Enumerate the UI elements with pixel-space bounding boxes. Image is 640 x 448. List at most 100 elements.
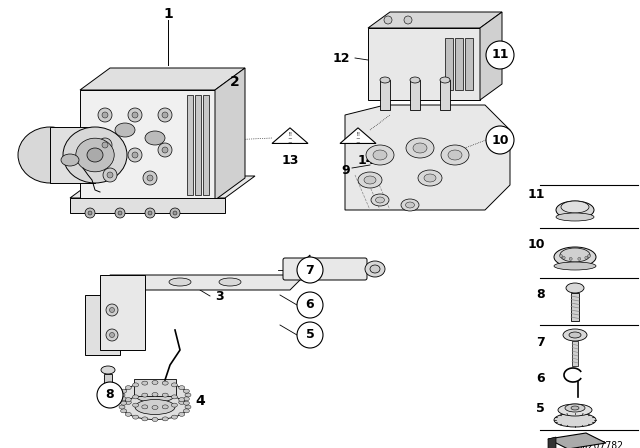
Circle shape (103, 168, 117, 182)
Ellipse shape (185, 405, 191, 409)
FancyBboxPatch shape (465, 38, 473, 90)
Ellipse shape (63, 127, 127, 183)
Text: ‼: ‼ (356, 133, 359, 138)
Ellipse shape (132, 383, 139, 387)
Ellipse shape (554, 262, 596, 270)
Circle shape (578, 257, 581, 260)
Ellipse shape (125, 398, 131, 402)
FancyBboxPatch shape (455, 38, 463, 90)
Ellipse shape (565, 404, 585, 412)
Text: 7: 7 (536, 336, 545, 349)
Ellipse shape (371, 194, 389, 206)
Text: 5: 5 (536, 401, 545, 414)
Text: ~: ~ (288, 141, 292, 146)
Ellipse shape (122, 395, 188, 419)
Circle shape (98, 108, 112, 122)
Circle shape (132, 152, 138, 158)
Text: 11: 11 (492, 48, 509, 61)
Text: 14: 14 (358, 154, 376, 167)
Circle shape (297, 322, 323, 348)
Ellipse shape (152, 392, 158, 396)
Ellipse shape (120, 409, 127, 413)
Ellipse shape (132, 415, 139, 419)
Ellipse shape (142, 405, 148, 409)
Circle shape (115, 208, 125, 218)
FancyBboxPatch shape (187, 95, 193, 195)
Circle shape (162, 147, 168, 153)
Ellipse shape (556, 213, 594, 221)
Circle shape (132, 112, 138, 118)
Polygon shape (272, 128, 308, 143)
Ellipse shape (366, 145, 394, 165)
Ellipse shape (122, 383, 188, 408)
Ellipse shape (364, 176, 376, 184)
Ellipse shape (179, 398, 185, 402)
Ellipse shape (566, 283, 584, 293)
Text: 10: 10 (527, 238, 545, 251)
Text: 13: 13 (282, 154, 299, 167)
Circle shape (384, 16, 392, 24)
Polygon shape (85, 295, 120, 355)
Circle shape (143, 171, 157, 185)
FancyBboxPatch shape (410, 80, 420, 110)
Circle shape (128, 108, 142, 122)
Ellipse shape (179, 401, 185, 405)
Text: 2: 2 (230, 75, 240, 89)
Ellipse shape (413, 143, 427, 153)
Ellipse shape (376, 197, 385, 203)
Ellipse shape (162, 417, 168, 421)
Circle shape (585, 256, 588, 259)
FancyBboxPatch shape (203, 95, 209, 195)
Circle shape (85, 208, 95, 218)
Ellipse shape (185, 393, 191, 397)
Circle shape (98, 138, 112, 152)
Circle shape (404, 16, 412, 24)
Text: 00207782: 00207782 (577, 441, 623, 448)
Ellipse shape (172, 383, 177, 387)
Ellipse shape (172, 415, 177, 419)
Polygon shape (80, 68, 245, 90)
Text: 11: 11 (527, 189, 545, 202)
FancyBboxPatch shape (440, 80, 450, 110)
Ellipse shape (162, 405, 168, 409)
Ellipse shape (169, 278, 191, 286)
Ellipse shape (184, 397, 189, 401)
Ellipse shape (120, 401, 127, 405)
Circle shape (297, 292, 323, 318)
Ellipse shape (440, 77, 450, 83)
Circle shape (569, 257, 572, 260)
Circle shape (173, 211, 177, 215)
Ellipse shape (448, 150, 462, 160)
Ellipse shape (424, 174, 436, 182)
Ellipse shape (184, 401, 189, 405)
Circle shape (88, 211, 92, 215)
Ellipse shape (401, 199, 419, 211)
Ellipse shape (135, 400, 175, 414)
FancyBboxPatch shape (70, 198, 225, 213)
Ellipse shape (560, 248, 590, 262)
Ellipse shape (142, 417, 148, 421)
FancyBboxPatch shape (283, 258, 367, 280)
Text: 4: 4 (195, 394, 205, 408)
Ellipse shape (125, 386, 131, 390)
Ellipse shape (152, 418, 158, 422)
Polygon shape (110, 255, 310, 290)
Ellipse shape (571, 406, 579, 410)
Polygon shape (100, 275, 145, 350)
FancyBboxPatch shape (50, 127, 95, 183)
Ellipse shape (101, 366, 115, 374)
Polygon shape (215, 68, 245, 200)
Ellipse shape (184, 389, 189, 393)
Text: 6: 6 (536, 371, 545, 384)
FancyBboxPatch shape (80, 90, 215, 200)
Circle shape (107, 172, 113, 178)
Polygon shape (345, 105, 510, 210)
Ellipse shape (563, 329, 587, 341)
Ellipse shape (569, 332, 581, 338)
Polygon shape (70, 176, 255, 198)
Text: 8: 8 (106, 388, 115, 401)
Text: 9: 9 (341, 164, 350, 177)
FancyBboxPatch shape (195, 95, 201, 195)
Ellipse shape (179, 412, 185, 416)
Text: 7: 7 (306, 263, 314, 276)
